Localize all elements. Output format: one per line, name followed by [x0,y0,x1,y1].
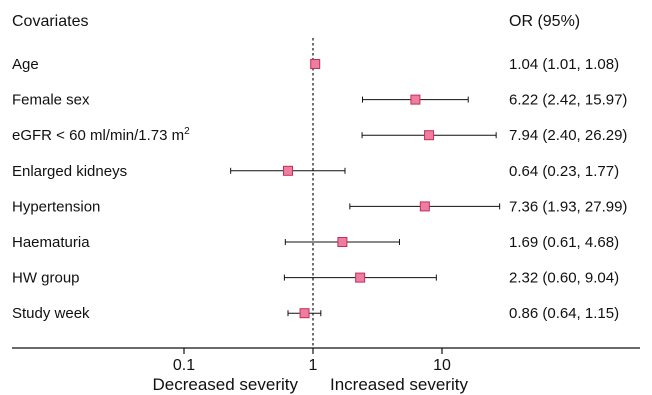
forest-row: eGFR < 60 ml/min/1.73 m2 7.94 (2.40, 26.2… [12,126,627,144]
or-marker [282,165,293,176]
or-marker [419,201,430,212]
or-value: 6.22 (2.42, 15.97) [509,92,627,109]
forest-row: HW group 2.32 (0.60, 9.04) [12,270,619,287]
row-label: Hypertension [12,198,100,215]
forest-row: Age 1.04 (1.01, 1.08) [12,56,619,73]
row-label: eGFR < 60 ml/min/1.73 m2 [12,126,190,144]
xlabel-increased: Increased severity [330,375,468,394]
header-or: OR (95%) [509,13,580,30]
x-tick-label: 10 [433,357,451,374]
or-marker [299,308,310,319]
row-label: Age [12,56,39,73]
or-marker [355,272,366,283]
or-value: 2.32 (0.60, 9.04) [509,270,619,287]
forest-row: Female sex 6.22 (2.42, 15.97) [12,92,627,109]
or-value: 7.94 (2.40, 26.29) [509,127,627,144]
forest-row: Hypertension 7.36 (1.93, 27.99) [12,198,627,215]
x-tick-label: 1 [309,357,318,374]
or-value: 1.69 (0.61, 4.68) [509,234,619,251]
or-marker [424,130,435,141]
or-value: 7.36 (1.93, 27.99) [509,198,627,215]
row-label: Enlarged kidneys [12,163,127,180]
row-label: Study week [12,305,90,322]
x-tick-label: 0.1 [173,357,195,374]
x-axis: 0.1 1 10 [12,347,640,374]
or-marker [310,59,321,69]
row-label: Female sex [12,92,90,109]
or-value: 0.86 (0.64, 1.15) [509,305,619,322]
or-marker [337,237,348,247]
row-label: HW group [12,270,80,287]
row-label: Haematuria [12,234,90,251]
rows-layer: Age 1.04 (1.01, 1.08) Female sex 6.22 (2.42… [12,38,627,348]
xlabel-decreased: Decreased severity [152,375,298,394]
header-covariates: Covariates [12,13,88,30]
or-value: 0.64 (0.23, 1.77) [509,163,619,180]
or-marker [410,94,421,105]
or-value: 1.04 (1.01, 1.08) [509,56,619,73]
forest-row: Haematuria 1.69 (0.61, 4.68) [12,234,619,251]
forest-row: Enlarged kidneys 0.64 (0.23, 1.77) [12,163,619,180]
forest-row: Study week 0.86 (0.64, 1.15) [12,305,619,322]
